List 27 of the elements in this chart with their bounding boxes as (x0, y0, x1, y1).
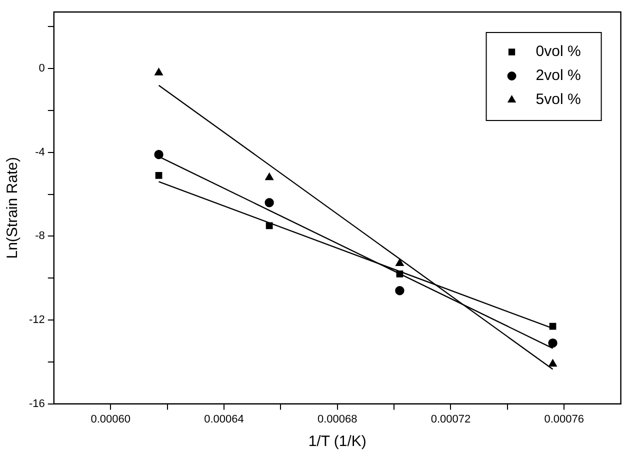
y-tick-label: 0 (38, 62, 45, 75)
x-tick-label: 0.00064 (204, 413, 244, 426)
y-tick-label: -8 (35, 230, 45, 242)
point (154, 150, 164, 160)
point (548, 359, 557, 367)
y-tick-label: -16 (28, 398, 45, 410)
point (155, 172, 162, 179)
x-tick-label: 0.00076 (544, 413, 584, 426)
point (396, 270, 404, 278)
point (396, 258, 404, 266)
legend-label: 5vol % (536, 91, 581, 108)
point (548, 338, 558, 348)
point (154, 68, 163, 76)
point (265, 172, 274, 180)
y-tick-label: -12 (28, 314, 45, 326)
x-tick-label: 0.00072 (430, 413, 471, 426)
x-tick-label: 0.00060 (90, 413, 130, 426)
legend-label: 2vol % (536, 67, 581, 84)
x-tick-label: 0.00068 (317, 413, 358, 426)
y-tick-label: -4 (35, 146, 45, 158)
point (264, 198, 274, 208)
point (266, 222, 273, 230)
point (549, 322, 556, 330)
point (395, 286, 404, 296)
legend-label: 0vol % (536, 43, 581, 60)
y-axis-title: Ln(Strain Rate) (4, 157, 22, 259)
x-axis-title: 1/T (1/K) (308, 433, 366, 450)
